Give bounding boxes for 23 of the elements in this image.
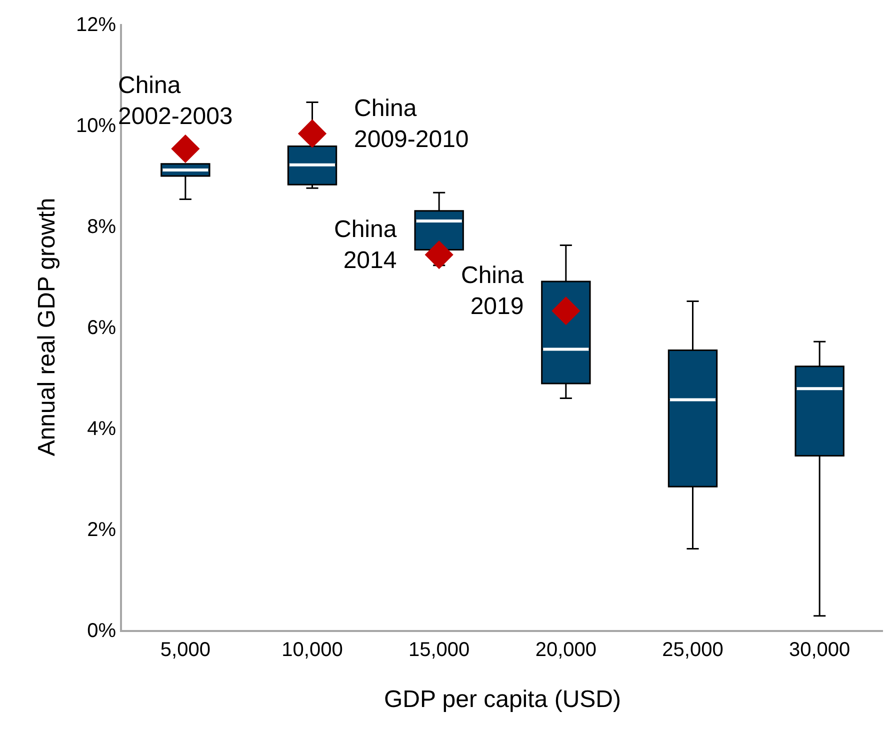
- x-tick-label: 5,000: [160, 639, 210, 661]
- y-tick-label: 6%: [87, 317, 116, 339]
- y-tick-label: 8%: [87, 216, 116, 238]
- y-tick-label: 2%: [87, 519, 116, 541]
- point: [552, 296, 580, 326]
- x-tick-label: 25,000: [662, 639, 724, 661]
- y-tick-label: 0%: [87, 620, 116, 642]
- y-tick-label: 10%: [76, 115, 116, 137]
- y-tick-label: 4%: [87, 418, 116, 440]
- point: [424, 240, 454, 270]
- x-tick-label: 20,000: [535, 639, 597, 661]
- x-tick-label: 15,000: [408, 639, 470, 661]
- x-axis-title: GDP per capita (USD): [384, 686, 621, 713]
- x-tick-label: 10,000: [282, 639, 343, 661]
- y-axis-title: Annual real GDP growth: [34, 198, 61, 456]
- annotation: China 2014: [334, 216, 398, 274]
- y-tick-label: 12%: [76, 14, 116, 36]
- annotation: China 2009-2010: [354, 95, 469, 154]
- x-tick-label: 30,000: [788, 639, 850, 661]
- annotation: China 2002-2003: [118, 72, 233, 130]
- point: [171, 134, 200, 164]
- annotation: China 2019: [461, 262, 524, 320]
- point: [298, 119, 327, 148]
